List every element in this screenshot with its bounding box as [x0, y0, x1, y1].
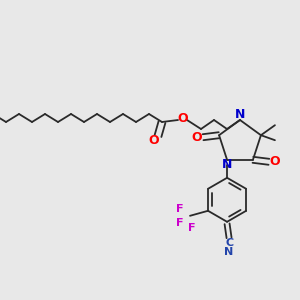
Text: O: O — [178, 112, 188, 125]
Text: F: F — [176, 218, 184, 228]
Text: F: F — [176, 204, 184, 214]
Text: O: O — [149, 134, 159, 148]
Text: N: N — [222, 158, 232, 171]
Text: N: N — [224, 247, 234, 257]
Text: F: F — [188, 223, 196, 233]
Text: N: N — [235, 109, 245, 122]
Text: O: O — [270, 155, 280, 168]
Text: O: O — [192, 131, 203, 144]
Text: C: C — [225, 238, 233, 248]
